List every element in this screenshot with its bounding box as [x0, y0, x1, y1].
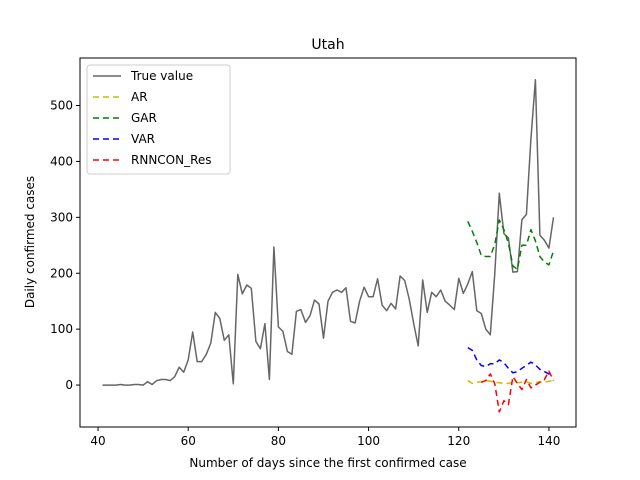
series-line-rnncon-res — [481, 370, 555, 413]
x-tick-label: 140 — [537, 434, 560, 448]
legend-label: RNNCON_Res — [131, 153, 212, 167]
x-axis: 40 60 80 100 120 140 — [90, 427, 560, 448]
x-axis-label: Number of days since the first confirmed… — [189, 456, 466, 470]
y-axis: 0 100 200 300 400 500 — [50, 99, 80, 392]
y-tick-label: 400 — [50, 154, 73, 168]
plot-area — [79, 57, 577, 428]
series-line-var — [467, 346, 554, 376]
x-tick-label: 80 — [271, 434, 286, 448]
x-tick-label: 120 — [447, 434, 470, 448]
x-tick-label: 100 — [357, 434, 380, 448]
legend-label: VAR — [131, 132, 155, 146]
y-axis-label: Daily confirmed cases — [23, 176, 37, 308]
chart-title: Utah — [311, 37, 344, 53]
legend-label: GAR — [131, 111, 157, 125]
x-tick-label: 60 — [181, 434, 196, 448]
legend: True value AR GAR VAR RNNCON_Res — [86, 64, 231, 175]
legend-box — [86, 64, 231, 175]
y-tick-label: 100 — [50, 322, 73, 336]
x-tick-label: 40 — [90, 434, 105, 448]
y-tick-label: 500 — [50, 99, 73, 113]
y-tick-label: 200 — [50, 266, 73, 280]
legend-label: True value — [130, 69, 193, 83]
y-tick-label: 0 — [65, 378, 73, 392]
series-line-true-value — [102, 79, 555, 386]
y-tick-label: 300 — [50, 210, 73, 224]
legend-label: AR — [131, 90, 148, 104]
series-layer — [102, 79, 555, 413]
